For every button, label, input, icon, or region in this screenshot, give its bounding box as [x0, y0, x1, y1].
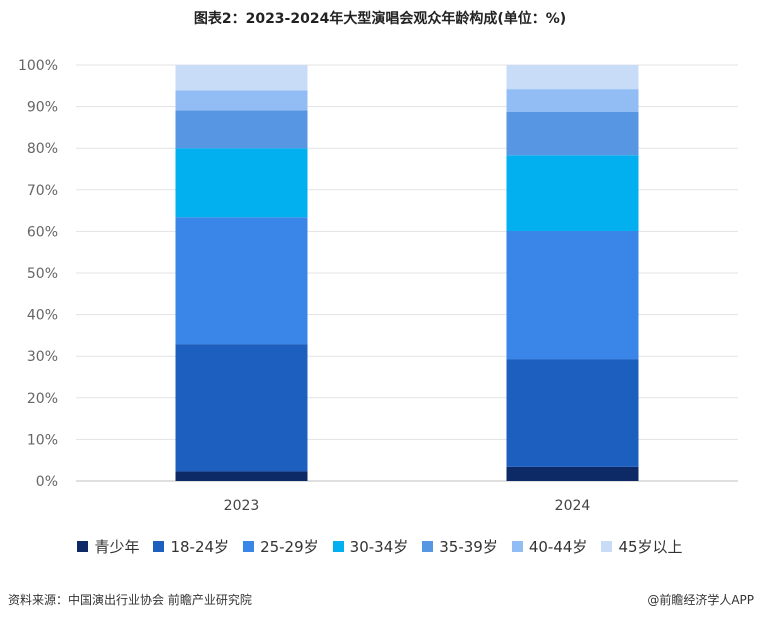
legend-label: 35-39岁: [439, 538, 498, 556]
bar-segment: [175, 90, 308, 111]
bar-segment: [506, 359, 639, 467]
bar-segment: [175, 344, 308, 472]
y-tick-label: 0%: [36, 474, 58, 490]
legend-swatch: [511, 541, 523, 552]
legend-label: 45岁以上: [618, 538, 683, 556]
y-tick-label: 70%: [27, 183, 58, 199]
x-axis-ticks: 2023 2024: [224, 498, 591, 514]
gridlines: [76, 64, 738, 482]
legend-item: 40-44岁: [511, 536, 588, 557]
bar-segment: [506, 112, 639, 156]
legend: 青少年 18-24岁 25-29岁 30-34岁 35-39岁 40-44岁 45岁以上: [0, 536, 760, 557]
legend-item: 35-39岁: [422, 536, 498, 557]
bar-segment: [506, 65, 639, 90]
legend-label: 18-24岁: [170, 538, 230, 556]
legend-label: 30-34岁: [349, 538, 409, 556]
bar-segment: [175, 148, 308, 218]
legend-swatch: [77, 541, 89, 552]
stacked-bar-chart: 0%10%20%30%40%50%60%70%80%90%100% 2023 20…: [18, 58, 738, 514]
y-tick-label: 40%: [27, 308, 58, 324]
bar-segment: [175, 65, 308, 91]
legend-swatch: [153, 541, 165, 552]
legend-item: 青少年: [77, 536, 139, 557]
bar-segment: [506, 89, 639, 113]
credit-note: @前瞻经济学人APP: [647, 593, 754, 607]
legend-item: 30-34岁: [332, 536, 409, 557]
x-tick-label: 2024: [555, 498, 591, 514]
legend-item: 25-29岁: [243, 536, 319, 557]
bar-segment: [506, 230, 639, 360]
legend-item: 45岁以上: [601, 536, 683, 557]
legend-swatch: [243, 541, 255, 552]
legend-swatch: [422, 541, 434, 552]
bar-segment: [506, 466, 639, 481]
y-tick-label: 30%: [27, 349, 58, 365]
y-tick-label: 20%: [27, 391, 58, 407]
bars: [175, 65, 639, 481]
bar-segment: [175, 110, 308, 149]
y-tick-label: 60%: [27, 224, 58, 240]
bar-segment: [175, 217, 308, 345]
x-tick-label: 2023: [224, 498, 260, 514]
y-tick-label: 100%: [18, 58, 58, 74]
legend-swatch: [601, 541, 613, 552]
y-tick-label: 90%: [27, 100, 58, 116]
y-tick-label: 10%: [27, 432, 58, 448]
legend-swatch: [332, 541, 344, 552]
bar-segment: [506, 155, 639, 231]
source-note: 资料来源：中国演出行业协会 前瞻产业研究院: [8, 593, 252, 607]
y-tick-label: 50%: [27, 266, 58, 282]
y-tick-label: 80%: [27, 141, 58, 157]
y-axis-ticks: 0% 10% 20% 30% 40% 50% 60% 70% 80% 90% 100%: [18, 58, 58, 490]
legend-label: 25-29岁: [260, 538, 319, 556]
legend-item: 18-24岁: [153, 536, 229, 557]
legend-label: 青少年: [94, 538, 140, 556]
chart-title: 图表2：2023-2024年大型演唱会观众年龄构成(单位：%): [193, 11, 567, 27]
legend-label: 40-44岁: [528, 538, 588, 556]
bar-segment: [175, 471, 308, 481]
